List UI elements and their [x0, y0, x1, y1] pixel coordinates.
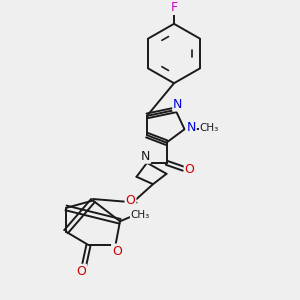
Text: CH₃: CH₃ [200, 123, 219, 133]
Text: O: O [185, 163, 194, 176]
Text: N: N [173, 98, 183, 110]
Text: CH₃: CH₃ [131, 210, 150, 220]
Text: O: O [112, 244, 122, 257]
Text: F: F [170, 1, 178, 14]
Text: O: O [126, 194, 135, 207]
Text: N: N [141, 150, 150, 163]
Text: N: N [186, 121, 196, 134]
Text: O: O [76, 265, 86, 278]
